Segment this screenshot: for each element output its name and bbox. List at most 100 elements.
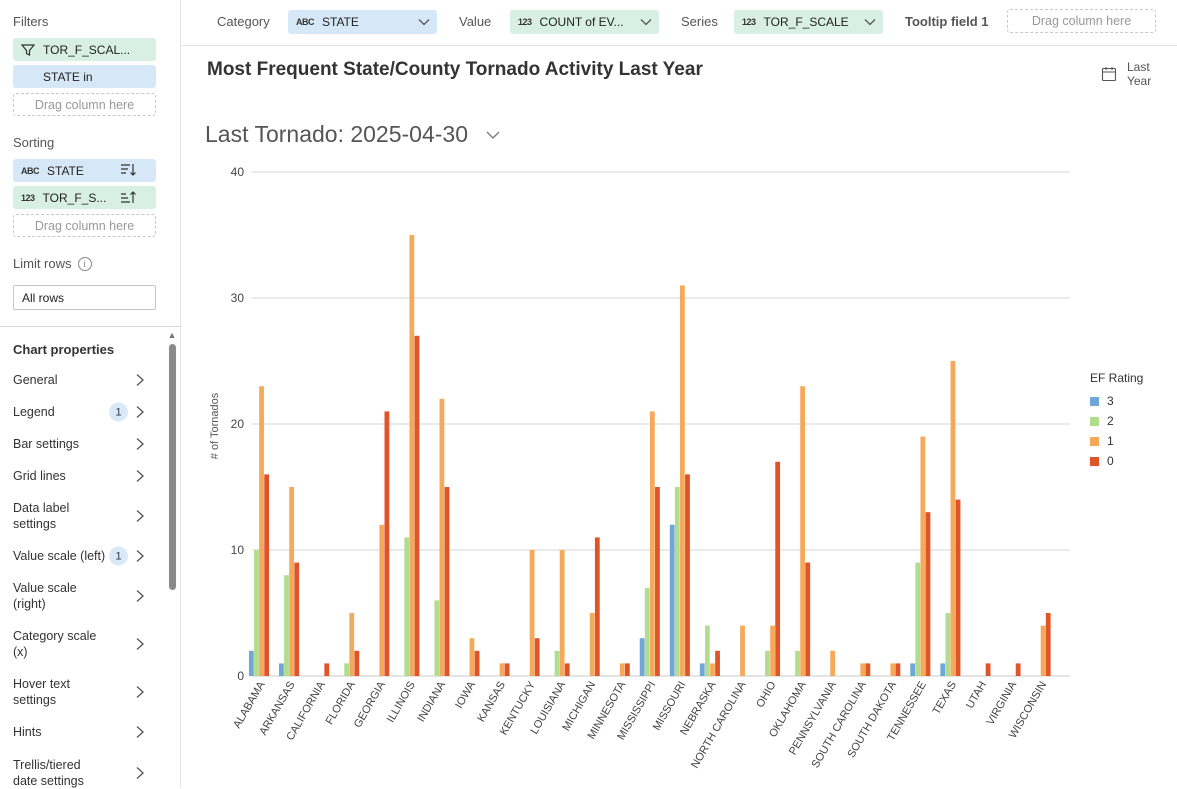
bar[interactable] bbox=[765, 650, 770, 676]
bar[interactable] bbox=[715, 650, 720, 676]
bar[interactable] bbox=[559, 550, 565, 676]
sort-item-tor-f-scale[interactable]: 123 TOR_F_S... bbox=[13, 186, 156, 209]
bar[interactable] bbox=[830, 650, 836, 676]
bar[interactable] bbox=[679, 285, 685, 676]
bar[interactable] bbox=[674, 487, 680, 676]
bar[interactable] bbox=[594, 537, 600, 676]
bar[interactable] bbox=[294, 562, 300, 676]
bar[interactable] bbox=[655, 487, 660, 676]
scrollbar[interactable]: ▲ bbox=[167, 330, 177, 787]
bar[interactable] bbox=[770, 625, 775, 676]
chart-property-item[interactable]: Value scale (right) bbox=[13, 580, 153, 612]
bar[interactable] bbox=[950, 361, 956, 676]
bar[interactable] bbox=[945, 613, 951, 676]
bar[interactable] bbox=[434, 600, 440, 676]
bar[interactable] bbox=[624, 663, 630, 676]
bar[interactable] bbox=[925, 512, 931, 676]
bar[interactable] bbox=[529, 550, 535, 676]
filter-state[interactable]: STATE in bbox=[13, 65, 156, 88]
limit-rows-select[interactable]: All rows bbox=[13, 285, 156, 310]
bar[interactable] bbox=[534, 638, 540, 676]
bar[interactable] bbox=[699, 663, 705, 676]
bar[interactable] bbox=[284, 575, 289, 676]
bar[interactable] bbox=[895, 663, 901, 676]
filter-tor-f-scale[interactable]: TOR_F_SCAL... bbox=[13, 38, 156, 61]
chart-property-item[interactable]: Bar settings bbox=[13, 436, 153, 452]
chart-property-item[interactable]: Hints bbox=[13, 724, 153, 740]
bar[interactable] bbox=[865, 663, 871, 676]
chevron-right-icon[interactable] bbox=[133, 637, 147, 651]
bar[interactable] bbox=[955, 499, 961, 676]
chevron-down-icon[interactable] bbox=[863, 15, 877, 29]
bar[interactable] bbox=[639, 638, 645, 676]
bar[interactable] bbox=[344, 663, 350, 676]
bar[interactable] bbox=[324, 663, 330, 676]
chevron-right-icon[interactable] bbox=[133, 549, 147, 563]
bar[interactable] bbox=[985, 663, 991, 676]
info-icon[interactable]: i bbox=[77, 256, 92, 271]
chart-property-item[interactable]: Legend 1 bbox=[13, 402, 153, 422]
chevron-right-icon[interactable] bbox=[133, 589, 147, 603]
scroll-up-icon[interactable]: ▲ bbox=[167, 330, 177, 340]
chevron-down-icon[interactable] bbox=[486, 130, 500, 140]
chevron-down-icon[interactable] bbox=[417, 15, 431, 29]
bar[interactable] bbox=[354, 650, 360, 676]
bar[interactable] bbox=[890, 663, 896, 676]
bar[interactable] bbox=[254, 550, 259, 676]
bar[interactable] bbox=[740, 625, 745, 676]
bar[interactable] bbox=[499, 663, 505, 676]
bar[interactable] bbox=[1015, 663, 1021, 676]
bar[interactable] bbox=[920, 436, 926, 676]
scroll-thumb[interactable] bbox=[169, 344, 176, 590]
tooltip-drop-zone[interactable]: Drag column here bbox=[1007, 9, 1156, 33]
chart-property-item[interactable]: General bbox=[13, 372, 153, 388]
bar[interactable] bbox=[775, 461, 781, 676]
chevron-right-icon[interactable] bbox=[133, 469, 147, 483]
bar[interactable] bbox=[669, 524, 675, 676]
bar[interactable] bbox=[564, 663, 570, 676]
bar[interactable] bbox=[264, 474, 270, 676]
sort-ascending-icon[interactable] bbox=[120, 189, 136, 205]
legend-item[interactable]: 0 bbox=[1090, 451, 1143, 471]
bar[interactable] bbox=[414, 335, 420, 676]
bar[interactable] bbox=[589, 613, 595, 676]
bar[interactable] bbox=[469, 638, 475, 676]
chevron-right-icon[interactable] bbox=[133, 509, 147, 523]
bar[interactable] bbox=[805, 562, 811, 676]
bar[interactable] bbox=[349, 613, 355, 676]
legend-item[interactable]: 1 bbox=[1090, 431, 1143, 451]
bar[interactable] bbox=[404, 537, 410, 676]
legend-item[interactable]: 2 bbox=[1090, 411, 1143, 431]
bar[interactable] bbox=[685, 474, 690, 676]
bar[interactable] bbox=[800, 386, 806, 676]
chart-property-item[interactable]: Value scale (left) 1 bbox=[13, 546, 153, 566]
bar[interactable] bbox=[915, 562, 921, 676]
chevron-down-icon[interactable] bbox=[639, 15, 653, 29]
bar[interactable] bbox=[644, 587, 650, 676]
chart-subtitle[interactable]: Last Tornado: 2025-04-30 bbox=[205, 121, 500, 148]
chart-property-item[interactable]: Category scale (x) bbox=[13, 628, 153, 660]
sorting-drop-zone[interactable]: Drag column here bbox=[13, 214, 156, 237]
bar[interactable] bbox=[444, 487, 450, 676]
filters-drop-zone[interactable]: Drag column here bbox=[13, 93, 156, 116]
bar[interactable] bbox=[554, 650, 560, 676]
bar[interactable] bbox=[379, 524, 385, 676]
bar[interactable] bbox=[795, 650, 800, 676]
sort-item-state[interactable]: ABC STATE bbox=[13, 159, 156, 182]
chart-property-item[interactable]: Data label settings bbox=[13, 500, 153, 532]
bar[interactable] bbox=[649, 411, 655, 676]
bar[interactable] bbox=[910, 663, 916, 676]
bar[interactable] bbox=[289, 487, 295, 676]
chevron-right-icon[interactable] bbox=[133, 373, 147, 387]
chevron-right-icon[interactable] bbox=[133, 766, 147, 780]
bar[interactable] bbox=[439, 398, 445, 676]
bar[interactable] bbox=[474, 650, 480, 676]
bar[interactable] bbox=[504, 663, 510, 676]
legend-item[interactable]: 3 bbox=[1090, 391, 1143, 411]
bar[interactable] bbox=[860, 663, 866, 676]
chevron-right-icon[interactable] bbox=[133, 437, 147, 451]
category-field[interactable]: ABC STATE bbox=[288, 10, 437, 34]
bar[interactable] bbox=[409, 235, 415, 676]
bar[interactable] bbox=[1040, 625, 1046, 676]
bar[interactable] bbox=[259, 386, 264, 676]
